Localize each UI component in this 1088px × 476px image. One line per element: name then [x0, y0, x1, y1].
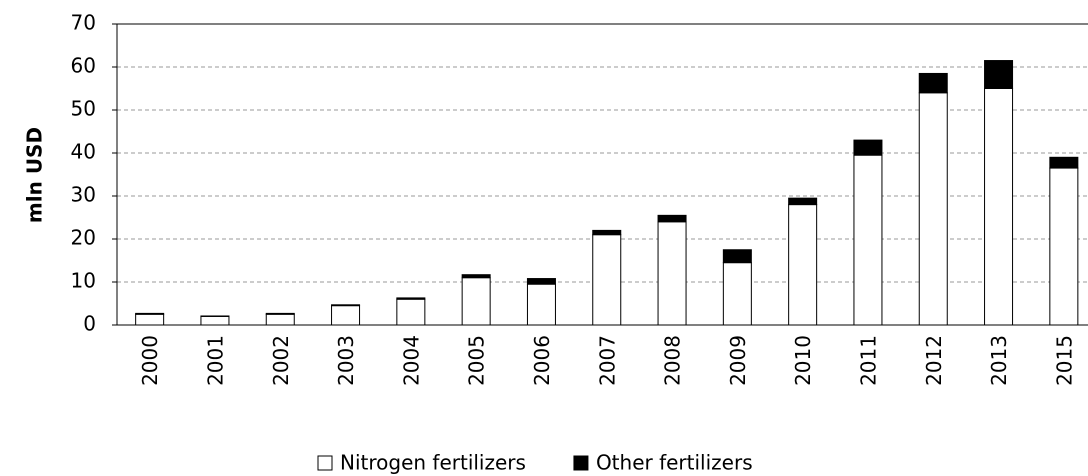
- x-tick-label: 2007: [595, 335, 619, 386]
- bar-segment: [1049, 156, 1079, 169]
- bar-segment: [657, 221, 687, 326]
- x-tick-label: 2002: [269, 335, 293, 386]
- y-tick-label: 70: [71, 11, 96, 35]
- x-tick-label: 2004: [399, 335, 423, 386]
- y-tick-label: 10: [71, 269, 96, 293]
- legend-label: Nitrogen fertilizers: [340, 451, 526, 475]
- bar-segment: [265, 312, 295, 315]
- bar-segment: [984, 60, 1014, 89]
- bar-segment: [853, 154, 883, 326]
- bar-segment: [592, 234, 622, 326]
- y-tick-label: 50: [71, 97, 96, 121]
- bar-segment: [526, 283, 556, 326]
- bar-segment: [788, 197, 818, 206]
- x-tick-label: 2003: [334, 335, 358, 386]
- x-tick-label: 2011: [856, 335, 880, 386]
- bar-segment: [853, 139, 883, 156]
- y-tick-label: 0: [83, 312, 96, 336]
- y-tick-label: 40: [71, 140, 96, 164]
- bar-segment: [135, 313, 165, 326]
- x-tick-label: 2006: [530, 335, 554, 386]
- x-tick-label: 2009: [726, 335, 750, 386]
- bar-segment: [722, 262, 752, 326]
- bar-segment: [200, 315, 230, 326]
- bar-segment: [265, 313, 295, 326]
- bar-segment: [331, 305, 361, 326]
- y-tick-label: 20: [71, 226, 96, 250]
- legend-swatch: [317, 455, 333, 471]
- bar-segment: [331, 304, 361, 307]
- bar-segment: [526, 278, 556, 285]
- bar-segment: [135, 312, 165, 315]
- x-tick-label: 2008: [661, 335, 685, 386]
- x-tick-label: 2005: [465, 335, 489, 386]
- y-tick-label: 60: [71, 54, 96, 78]
- x-tick-label: 2012: [922, 335, 946, 386]
- bar-segment: [461, 277, 491, 326]
- bar-segment: [396, 298, 426, 326]
- bar-segment: [461, 274, 491, 279]
- bar-segment: [918, 92, 948, 326]
- x-tick-label: 2010: [791, 335, 815, 386]
- bar-segment: [1049, 167, 1079, 326]
- x-tick-label: 2000: [138, 335, 162, 386]
- bar-segment: [722, 249, 752, 264]
- y-tick-label: 30: [71, 183, 96, 207]
- bar-segment: [788, 204, 818, 326]
- bar-segment: [396, 297, 426, 300]
- legend-label: Other fertilizers: [596, 451, 753, 475]
- legend-swatch: [573, 455, 589, 471]
- x-tick-label: 2015: [1052, 335, 1076, 386]
- x-tick-label: 2001: [203, 335, 227, 386]
- bar-segment: [918, 72, 948, 94]
- bar-segment: [592, 229, 622, 236]
- x-tick-label: 2013: [987, 335, 1011, 386]
- y-axis-label: mln USD: [23, 127, 47, 223]
- bar-segment: [984, 88, 1014, 326]
- bar-segment: [657, 214, 687, 223]
